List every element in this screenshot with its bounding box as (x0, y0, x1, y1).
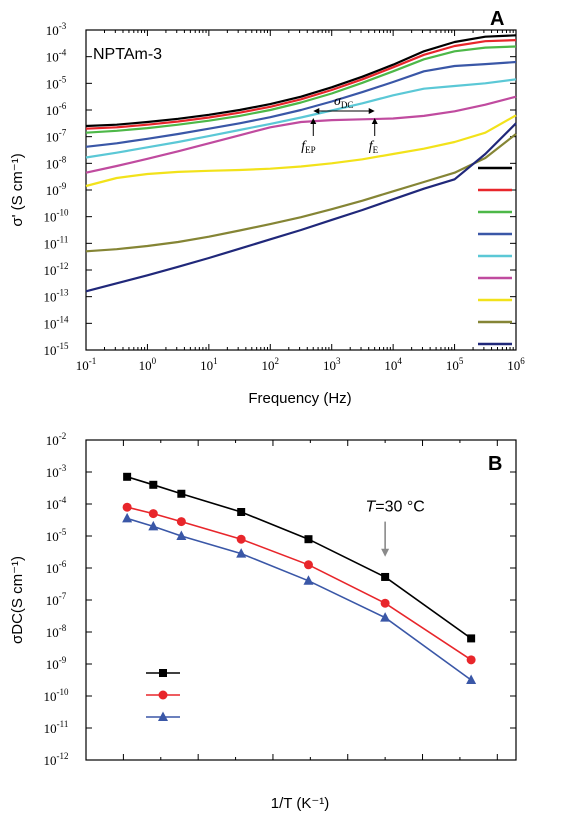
chart-b-series-1-point (148, 509, 158, 519)
chart-a-y-tick-label: 10-6 (46, 101, 67, 118)
chart-a-x-tick-label: 10-1 (76, 356, 97, 373)
chart-b-annotation-arrowhead (381, 548, 390, 557)
chart-a-f-ep-arrowhead (310, 118, 317, 124)
chart-b-y-tick-label: 10-8 (46, 623, 67, 640)
chart-b-y-tick-label: 10-2 (46, 431, 67, 448)
chart-b-series-0-point (237, 508, 246, 516)
chart-b-series-1-point (466, 655, 476, 665)
chart-a-y-tick-label: 10-9 (46, 181, 67, 198)
chart-a-y-tick-label: 10-5 (46, 74, 67, 91)
chart-a-series-0 (85, 34, 517, 128)
chart-a-y-tick-label: 10-11 (44, 234, 69, 251)
chart-b-y-tick-label: 10-7 (46, 591, 67, 608)
chart-b-series-2-point (148, 520, 159, 531)
chart-a-x-ticks: 10-1 100 101 102 103 104 105 106 (76, 30, 525, 373)
chart-b-series-2-point (466, 674, 477, 684)
chart-a-legend (478, 166, 512, 346)
chart-b-y-tick-label: 10-5 (46, 527, 67, 544)
chart-a-x-tick-label: 105 (446, 356, 464, 373)
chart-b-series-2-point (176, 530, 187, 540)
chart-b-annotation: T=30 °C (365, 499, 425, 557)
chart-b-y-tick-label: 10-6 (46, 559, 67, 576)
chart-b-series-0-point (149, 480, 158, 489)
chart-b-series-0-point (381, 572, 390, 581)
chart-b-x-ticks (122, 440, 498, 760)
chart-b-series-2-point (303, 575, 314, 585)
chart-b-x-axis-label: 1/T (K⁻¹) (271, 795, 329, 812)
chart-a-series-4 (85, 78, 517, 159)
chart-b-y-tick-label: 10-9 (46, 655, 67, 672)
chart-a-annotations: σDC fEP fE (301, 94, 378, 155)
chart-a-y-tick-label: 10-10 (44, 208, 69, 225)
chart-a-sigma-dc-right-arrowhead (368, 108, 375, 114)
chart-a-y-tick-label: 10-14 (44, 314, 69, 331)
chart-b-series-1-point (176, 517, 186, 527)
chart-a-x-tick-label: 104 (384, 356, 402, 373)
chart-b-series-0-point (177, 489, 186, 498)
chart-a-y-tick-label: 10-3 (46, 21, 67, 38)
chart-b-series-1-point (122, 502, 132, 512)
chart-b-series-1-point (236, 534, 246, 544)
chart-b-legend-marker (158, 690, 168, 700)
chart-a-f-e-label: fE (369, 139, 379, 155)
chart-a: 10-1 100 101 102 103 104 105 106 10-1510-1410-1… (9, 8, 525, 407)
chart-a-x-tick-label: 102 (262, 356, 280, 373)
chart-b-y-tick-label: 10-3 (46, 463, 67, 480)
chart-b-series-lines (122, 472, 477, 684)
chart-a-series-3 (85, 60, 517, 148)
chart-b-series-2-line (126, 517, 472, 681)
chart-a-series-2 (85, 45, 517, 134)
chart-a-y-tick-label: 10-7 (46, 128, 67, 145)
chart-a-sigma-dc-label: σDC (334, 94, 353, 110)
chart-a-panel-label: A (490, 8, 504, 30)
chart-a-x-tick-label: 101 (200, 356, 218, 373)
chart-a-y-tick-label: 10-4 (46, 48, 67, 65)
chart-a-f-e-arrowhead (371, 118, 378, 124)
chart-a-y-tick-label: 10-12 (44, 261, 69, 278)
chart-b-y-axis-label: σDC(S cm⁻¹) (9, 556, 26, 644)
chart-b-series-2-point (122, 512, 133, 523)
chart-b-y-tick-label: 10-12 (44, 751, 69, 768)
chart-b-series-2-point (236, 548, 247, 558)
chart-b-legend-marker (159, 669, 167, 677)
chart-b-series-2-point (380, 612, 391, 622)
chart-a-sample-label: NPTAm-3 (93, 46, 162, 63)
chart-b-annotation-label: T=30 °C (365, 499, 424, 516)
chart-a-x-tick-label: 100 (139, 356, 157, 373)
chart-b-y-tick-label: 10-10 (44, 687, 69, 704)
chart-a-series-7 (85, 133, 517, 253)
chart-b-legend-marker (158, 711, 168, 721)
chart-b-series-0-point (467, 634, 476, 643)
chart-a-y-tick-label: 10-8 (46, 154, 67, 171)
chart-a-series-1 (85, 39, 517, 130)
chart-a-y-tick-label: 10-15 (44, 341, 69, 358)
chart-a-y-ticks: 10-15 10-14 10-13 10-12 10-11 10-10 10-9 10-8 10… (44, 21, 516, 358)
chart-b-series-0-point (123, 472, 132, 481)
chart-b-series-1-point (303, 560, 313, 570)
chart-b-y-tick-label: 10-4 (46, 495, 67, 512)
chart-a-plot-frame (85, 29, 517, 351)
chart-b-series-1-point (380, 598, 390, 608)
chart-b-y-tick-label: 10-11 (44, 719, 69, 736)
chart-a-f-ep-label: fEP (301, 139, 315, 155)
chart-a-series-lines (85, 34, 517, 293)
chart-a-sigma-dc-left-arrowhead (313, 108, 320, 114)
chart-a-series-6 (85, 114, 517, 188)
chart-a-series-8 (85, 122, 517, 293)
chart-a-series-5 (85, 95, 517, 174)
chart-b-series-0-point (304, 535, 313, 544)
chart-a-x-tick-label: 103 (323, 356, 341, 373)
chart-a-x-axis-label: Frequency (Hz) (248, 390, 351, 407)
chart-a-x-tick-label: 106 (507, 356, 525, 373)
chart-b-series-1-line (126, 506, 472, 661)
chart-a-y-axis-label: σ' (S cm⁻¹) (9, 153, 26, 226)
chart-a-y-tick-label: 10-13 (44, 288, 69, 305)
chart-b: 10-12 10-11 10-10 10-9 10-8 10-7 10-6 10-5 10-4 1… (9, 431, 517, 812)
chart-b-panel-label: B (488, 453, 502, 475)
chart-b-y-ticks: 10-12 10-11 10-10 10-9 10-8 10-7 10-6 10-5 10-4 1… (44, 431, 516, 768)
chart-b-legend (146, 669, 180, 721)
